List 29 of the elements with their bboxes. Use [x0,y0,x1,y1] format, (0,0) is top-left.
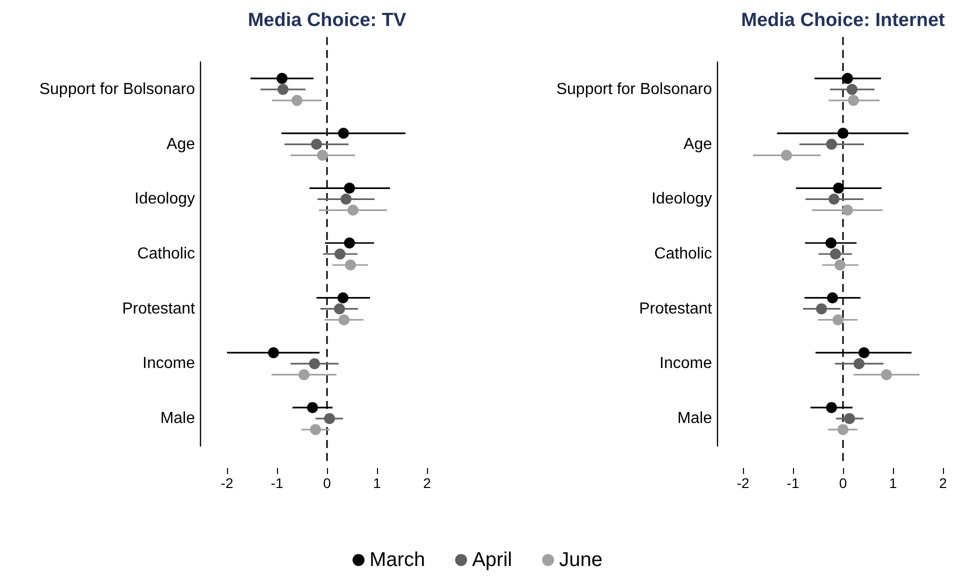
legend-label: March [370,549,426,571]
y-tick-label: Catholic [654,246,712,262]
y-tick-label: Support for Bolsonaro [39,80,196,98]
x-tick-label: -1 [786,475,800,491]
x-tick-label: 0 [839,475,848,491]
y-tick-label: Male [160,410,196,428]
legend-label: April [472,549,512,571]
y-tick-label: Protestant [639,300,713,318]
x-tick-label: 2 [939,475,948,491]
y-tick-label: Age [684,136,712,153]
y-tick-label: Support for Bolsonaro [556,80,712,98]
chart-title: Media Choice: Internet [741,10,946,31]
y-tick-label: Income [142,355,196,372]
x-tick-label: 1 [373,475,382,491]
legend-label: June [559,549,602,571]
chart-title: Media Choice: TV [248,10,406,31]
x-tick-label: -2 [736,475,750,491]
y-tick-label: Catholic [137,246,195,262]
y-tick-label: Age [166,136,196,153]
y-tick-label: Protestant [122,300,196,318]
y-tick-label: Ideology [652,190,712,208]
y-tick-label: Income [660,355,712,372]
x-tick-label: 0 [323,475,332,491]
y-tick-label: Ideology [134,190,195,208]
x-tick-label: 2 [423,475,432,491]
x-tick-label: -2 [220,475,234,491]
x-tick-label: 1 [889,475,898,491]
x-tick-label: -1 [270,475,284,491]
y-tick-label: Male [677,410,712,428]
